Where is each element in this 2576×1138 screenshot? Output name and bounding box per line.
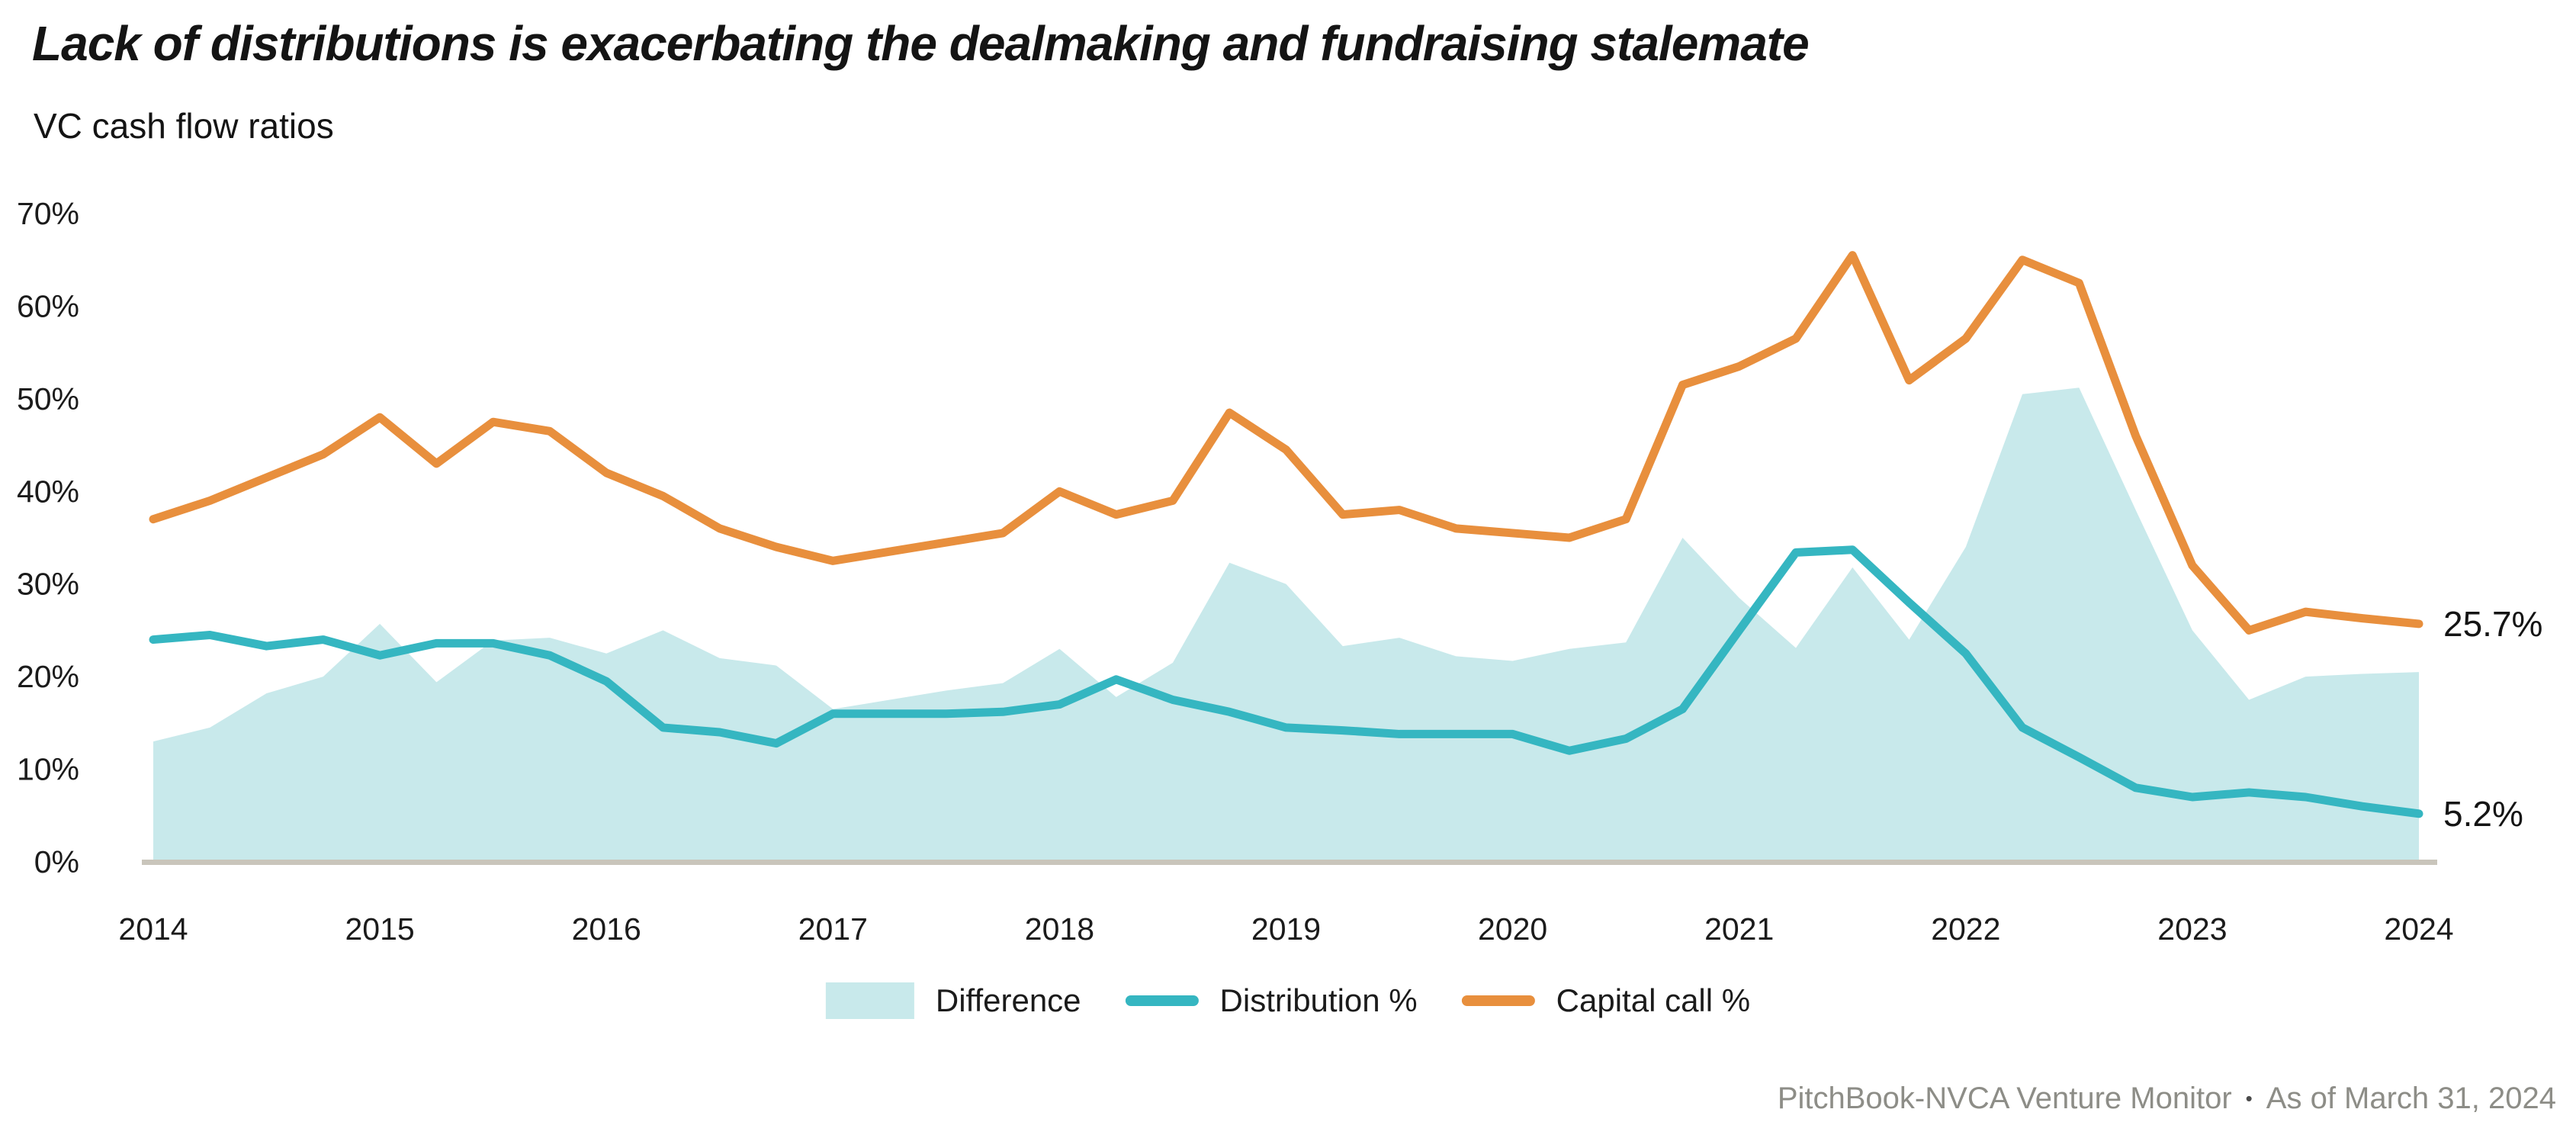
difference-swatch-icon: [825, 982, 914, 1019]
legend-label-difference: Difference: [935, 982, 1081, 1018]
y-axis-tick-label: 70%: [17, 196, 79, 231]
x-axis-tick-label: 2018: [1025, 911, 1094, 947]
x-axis-tick-label: 2021: [1704, 911, 1774, 947]
legend-item-capital-call: Capital call %: [1461, 982, 1751, 1019]
y-axis-tick-label: 20%: [17, 659, 79, 694]
as-of-date: As of March 31, 2024: [2266, 1082, 2556, 1115]
x-axis-tick-label: 2022: [1931, 911, 2000, 947]
x-axis-tick-label: 2020: [1478, 911, 1547, 947]
page-subtitle: VC cash flow ratios: [34, 106, 334, 146]
x-axis-tick-label: 2019: [1251, 911, 1321, 947]
chart-legend: Difference Distribution % Capital call %: [825, 982, 1751, 1019]
y-axis-tick-label: 40%: [17, 474, 79, 509]
x-axis-tick-label: 2015: [345, 911, 414, 947]
y-axis-tick-label: 60%: [17, 288, 79, 323]
x-axis-baseline: [142, 860, 2437, 865]
legend-label-capital-call: Capital call %: [1556, 982, 1751, 1018]
x-axis-tick-label: 2014: [118, 911, 188, 947]
source-attribution: PitchBook-NVCA Venture Monitor • As of M…: [1778, 1082, 2556, 1116]
legend-item-distribution: Distribution %: [1125, 982, 1418, 1019]
distribution-line-swatch-icon: [1125, 995, 1199, 1006]
capital-call-end-label: 25.7%: [2443, 603, 2543, 644]
capital-call-line: [149, 251, 2423, 635]
x-axis-tick-label: 2017: [798, 911, 868, 947]
y-axis-tick-label: 30%: [17, 567, 79, 602]
x-axis-tick-label: 2023: [2157, 911, 2227, 947]
difference-area: [153, 387, 2419, 862]
y-axis-tick-label: 10%: [17, 752, 79, 787]
capital-call-line-swatch-icon: [1461, 995, 1535, 1006]
x-axis-tick-label: 2024: [2384, 911, 2453, 947]
page-title: Lack of distributions is exacerbating th…: [32, 16, 1810, 71]
distribution-line: [149, 545, 2423, 818]
x-axis-tick-label: 2016: [572, 911, 641, 947]
bullet-separator-icon: •: [2245, 1087, 2253, 1110]
y-axis-tick-label: 0%: [34, 844, 79, 879]
legend-label-distribution: Distribution %: [1219, 982, 1418, 1018]
source-name: PitchBook-NVCA Venture Monitor: [1777, 1082, 2232, 1115]
distribution-end-label: 5.2%: [2443, 793, 2523, 834]
legend-item-difference: Difference: [825, 982, 1081, 1019]
y-axis-tick-label: 50%: [17, 381, 79, 416]
